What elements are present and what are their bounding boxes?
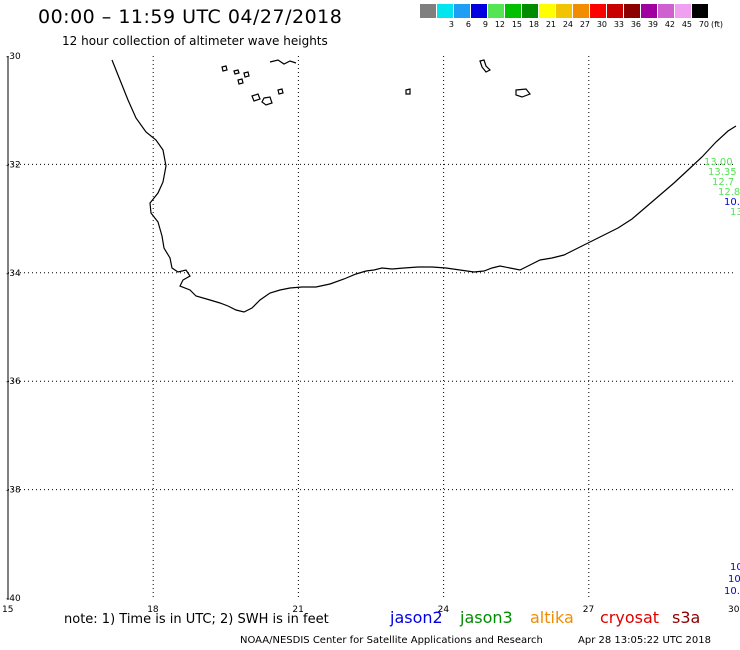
longitude-labels: 15 18 21 24 27 30 (2, 605, 740, 615)
color-scale-label: 3 (448, 20, 454, 29)
color-swatch (522, 4, 539, 18)
color-swatch (658, 4, 675, 18)
swh-reading: 13.35 (708, 167, 737, 178)
swh-reading: 13 (730, 207, 740, 218)
longitude-label: 21 (292, 605, 303, 615)
color-scale-unit: (ft) (711, 20, 724, 29)
graticule (8, 56, 734, 598)
longitude-label: 30 (728, 605, 740, 615)
color-scale-swatches (420, 4, 727, 18)
color-scale-label: 12 (494, 20, 505, 29)
longitude-label: 24 (438, 605, 450, 615)
color-scale-labels: 3 6 9 12 15 18 21 24 27 30 33 36 39 42 45 70 (ft) (420, 20, 727, 29)
color-swatch (420, 4, 437, 18)
color-scale-label: 6 (465, 20, 471, 29)
satellite-altika-label: altika (530, 608, 574, 627)
color-scale-label: 42 (664, 20, 675, 29)
swh-reading: 10 (730, 562, 740, 573)
satellite-cryosat-label: cryosat (600, 608, 660, 627)
color-scale-label: 15 (511, 20, 522, 29)
satellite-s3a-label: s3a (672, 608, 701, 627)
color-scale-label: 39 (647, 20, 658, 29)
coastline (111, 59, 737, 313)
color-swatch (539, 4, 556, 18)
color-scale-label: 9 (482, 20, 488, 29)
map-title: 00:00 – 11:59 UTC 04/27/2018 (38, 6, 343, 28)
color-scale-label: 18 (528, 20, 539, 29)
color-scale-label: 21 (545, 20, 556, 29)
latitude-label: -30 (6, 52, 21, 62)
latitude-label: -32 (6, 160, 21, 170)
generation-timestamp: Apr 28 13:05:22 UTC 2018 (578, 635, 711, 646)
swh-reading: 10 (728, 574, 740, 585)
swh-reading: 10. (724, 197, 740, 208)
color-scale-label: 45 (681, 20, 692, 29)
latitude-labels: -30 -32 -34 -36 -38 -40 (6, 52, 21, 604)
south-africa-coastline (111, 59, 737, 313)
latitude-label: -40 (6, 594, 21, 604)
color-scale-label: 70 (698, 20, 709, 29)
color-scale-label: 24 (562, 20, 573, 29)
color-swatch (641, 4, 658, 18)
satellite-jason3-label: jason3 (460, 608, 513, 627)
color-scale-legend: 3 6 9 12 15 18 21 24 27 30 33 36 39 42 45 70 (ft) (420, 4, 727, 29)
color-swatch (437, 4, 454, 18)
longitude-label: 15 (2, 605, 13, 615)
color-swatch (692, 4, 709, 18)
longitude-label: 18 (147, 605, 159, 615)
color-scale-label: 30 (596, 20, 607, 29)
color-scale-label: 27 (579, 20, 590, 29)
latitude-label: -38 (6, 486, 21, 496)
prince-edward-islands-outline (221, 65, 228, 72)
longitude-label: 27 (583, 605, 594, 615)
credit-line: NOAA/NESDIS Center for Satellite Applica… (240, 635, 543, 646)
swh-reading: 12.8 (718, 187, 740, 198)
map-subtitle: 12 hour collection of altimeter wave hei… (62, 34, 328, 48)
swh-reading: 10. (724, 586, 740, 597)
color-scale-label: 36 (630, 20, 641, 29)
color-swatch (573, 4, 590, 18)
footer-note: note: 1) Time is in UTC; 2) SWH is in fe… (64, 612, 329, 627)
color-swatch (590, 4, 607, 18)
color-swatch (624, 4, 641, 18)
color-scale-label: 33 (613, 20, 624, 29)
color-swatch (488, 4, 505, 18)
color-swatch (471, 4, 488, 18)
satellite-jason2-label: jason2 (390, 608, 443, 627)
color-swatch (607, 4, 624, 18)
latitude-label: -34 (6, 269, 21, 279)
color-swatch (454, 4, 471, 18)
color-swatch (505, 4, 522, 18)
latitude-label: -36 (6, 377, 21, 387)
color-swatch (556, 4, 573, 18)
swh-reading: 12.7 (712, 177, 734, 188)
swh-reading: 13.00 (704, 157, 733, 168)
color-swatch (675, 4, 692, 18)
